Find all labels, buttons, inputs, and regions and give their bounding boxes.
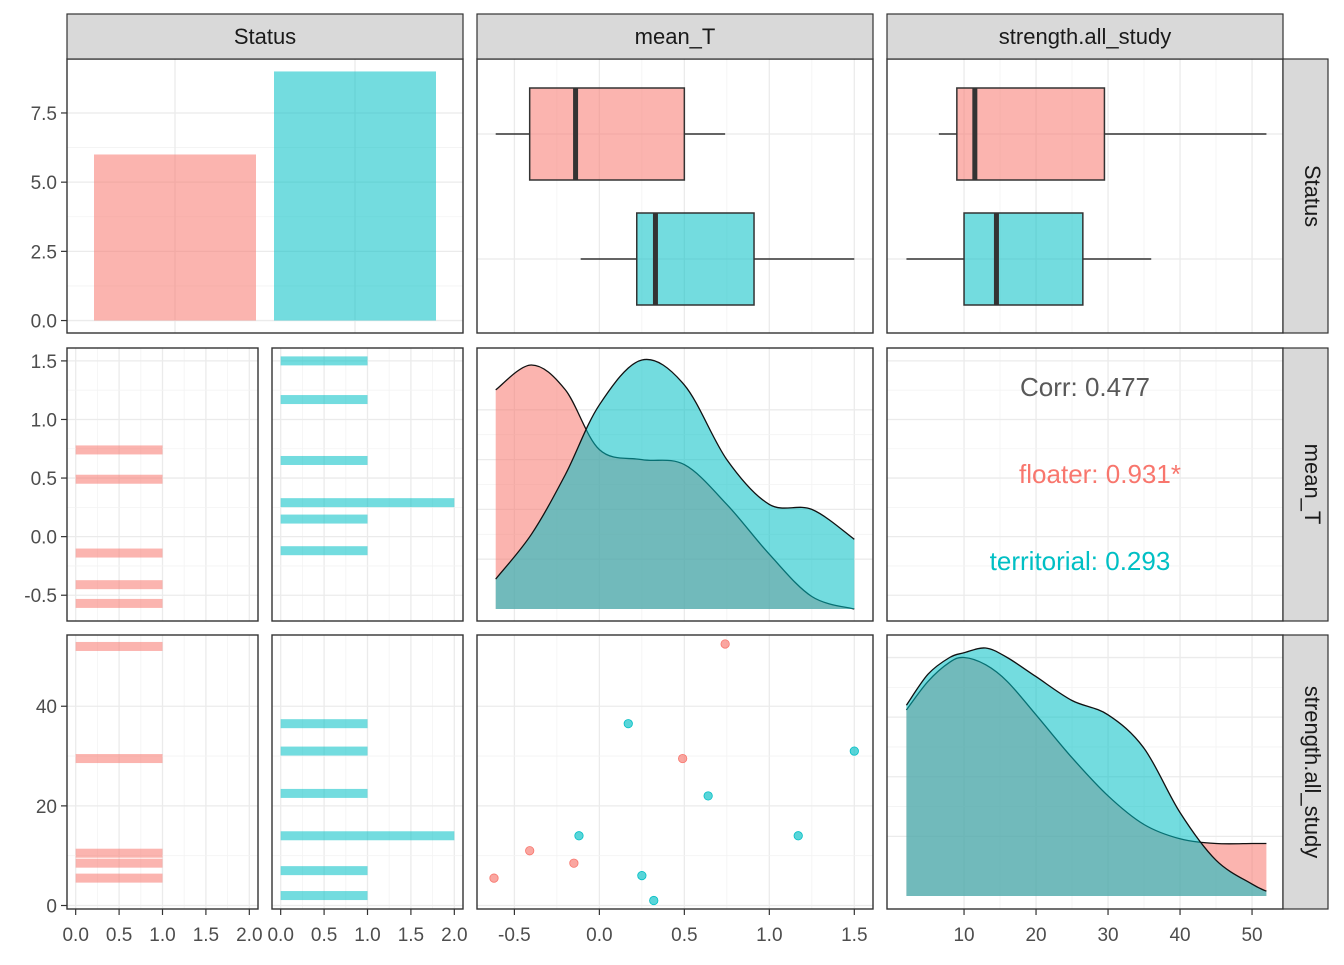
facet-mean-t-territorial-bar <box>280 514 368 524</box>
panel-facet-mean-t-floater-border <box>66 347 259 622</box>
facet-mean-t-floater-bar <box>75 548 163 558</box>
strip-right-strength <box>1282 634 1329 910</box>
x-axis-mean-t-tick-label: 1.5 <box>841 925 867 946</box>
scatter-point-territorial <box>703 791 713 801</box>
x-axis-strength-tick-label: 10 <box>953 925 974 946</box>
scatter-point-floater <box>525 846 535 856</box>
facet-strength-floater-bar <box>75 873 163 883</box>
x-axis-mean-t-tick-label: -0.5 <box>498 925 531 946</box>
y-axis-count-tick-label: 5.0 <box>31 173 57 194</box>
strip-right-status <box>1282 58 1329 334</box>
scatter-point-floater <box>569 858 579 868</box>
facet-strength-territorial-bar <box>280 866 368 876</box>
x-axis-facet-territorial-tick-label: 1.0 <box>354 925 380 946</box>
strip-right-strength-label: strength.all_study <box>1300 686 1325 858</box>
boxplot-mean-t-floater-box <box>528 87 686 181</box>
boxplot-strength-floater-box <box>956 87 1106 181</box>
strip-top-mean-t <box>476 13 874 60</box>
y-axis-mean-t-tick-label: 0.0 <box>31 528 57 549</box>
y-axis-mean-t-tick-label: 1.0 <box>31 410 57 431</box>
facet-strength-territorial-bar <box>280 719 368 729</box>
scatter-point-territorial <box>849 746 859 756</box>
strip-top-strength-label: strength.all_study <box>999 24 1171 49</box>
bar-floater <box>94 154 256 321</box>
density-mean-t-territorial-area <box>495 359 855 609</box>
x-axis-strength-tick-label: 40 <box>1169 925 1190 946</box>
scatter-point-territorial <box>623 719 633 729</box>
scatter-point-territorial <box>793 831 803 841</box>
strip-top-strength <box>886 13 1284 60</box>
y-axis-count-tick-label: 0.0 <box>31 312 57 333</box>
scatter-point-territorial <box>574 831 584 841</box>
y-axis-strength-tick-label: 20 <box>36 797 57 818</box>
y-axis-count-tick-label: 2.5 <box>31 242 57 263</box>
scatter-point-floater <box>678 753 688 764</box>
facet-mean-t-floater-bar <box>75 580 163 590</box>
panel-scatter-border <box>476 634 874 910</box>
panel-facet-mean-t-territorial-border <box>271 347 464 622</box>
panel-scatter-background <box>477 635 873 909</box>
x-axis-facet-floater-tick-label: 0.0 <box>62 925 88 946</box>
x-axis-facet-floater-tick-label: 0.5 <box>106 925 132 946</box>
facet-mean-t-floater-bar <box>75 445 163 455</box>
x-axis-facet-floater-tick-label: 1.0 <box>149 925 175 946</box>
x-axis-mean-t-tick-label: 1.0 <box>756 925 782 946</box>
strip-top-status <box>66 13 464 60</box>
x-axis-strength-tick-label: 30 <box>1097 925 1118 946</box>
x-axis-mean-t-tick-label: 0.5 <box>671 925 697 946</box>
corr-territorial-label: territorial: 0.293 <box>990 546 1171 576</box>
data-layer <box>75 71 1267 906</box>
density-strength-territorial-line <box>905 647 1267 892</box>
facet-strength-floater-bar <box>75 754 163 764</box>
corr-overall-label: Corr: 0.477 <box>1020 372 1150 402</box>
boxplot-strength-territorial-box <box>963 212 1084 306</box>
strip-right-status-label: Status <box>1300 165 1325 227</box>
density-mean-t-territorial-line <box>495 358 855 580</box>
x-axis-mean-t-tick-label: 0.0 <box>586 925 612 946</box>
corr-floater-label: floater: 0.931* <box>1019 459 1181 489</box>
x-axis-strength-tick-label: 50 <box>1241 925 1262 946</box>
bar-territorial <box>274 71 436 321</box>
facet-mean-t-territorial-bar <box>280 455 368 465</box>
facet-strength-territorial-bar <box>280 891 368 901</box>
x-axis-facet-territorial-tick-label: 1.5 <box>398 925 424 946</box>
scatter-point-territorial <box>637 871 647 881</box>
facet-strength-territorial-bar <box>280 746 368 756</box>
y-axis-mean-t-tick-label: 0.5 <box>31 469 57 490</box>
x-axis-facet-territorial-tick-label: 0.5 <box>311 925 337 946</box>
x-axis-facet-territorial-tick-label: 0.0 <box>267 925 293 946</box>
strip-right-mean-t <box>1282 347 1329 622</box>
x-axis-facet-floater-tick-label: 1.5 <box>193 925 219 946</box>
strip-right-mean-t-label: mean_T <box>1300 444 1325 525</box>
y-axis-strength-tick-label: 40 <box>36 697 57 718</box>
facet-mean-t-floater-bar <box>75 474 163 484</box>
scatter-point-floater <box>489 873 499 883</box>
facet-mean-t-territorial-bar <box>280 498 455 508</box>
strip-top-mean-t-label: mean_T <box>635 24 716 49</box>
density-strength-territorial-area <box>906 647 1267 896</box>
y-axis-mean-t-tick-label: -0.5 <box>24 586 57 607</box>
x-axis-strength-tick-label: 20 <box>1025 925 1046 946</box>
scatter-point-territorial <box>649 895 659 906</box>
y-axis-strength-tick-label: 0 <box>46 897 57 918</box>
x-axis-facet-floater-tick-label: 2.0 <box>236 925 262 946</box>
facet-strength-floater-bar <box>75 848 163 858</box>
facet-mean-t-territorial-bar <box>280 356 368 366</box>
scatter-point-floater <box>720 639 730 649</box>
strip-top-status-label: Status <box>234 24 296 49</box>
panel-density-mean-t-border <box>476 347 874 622</box>
facet-strength-floater-bar <box>75 641 163 651</box>
facet-mean-t-floater-bar <box>75 598 163 608</box>
panel-correlation-background <box>887 348 1283 621</box>
facet-strength-territorial-bar <box>280 788 368 798</box>
facet-strength-floater-bar <box>75 858 163 868</box>
facet-mean-t-territorial-bar <box>280 546 368 556</box>
y-axis-count-tick-label: 7.5 <box>31 104 57 125</box>
x-axis-facet-territorial-tick-label: 2.0 <box>441 925 467 946</box>
y-axis-mean-t-tick-label: 1.5 <box>31 352 57 373</box>
facet-mean-t-territorial-bar <box>280 395 368 405</box>
facet-strength-territorial-bar <box>280 831 455 841</box>
